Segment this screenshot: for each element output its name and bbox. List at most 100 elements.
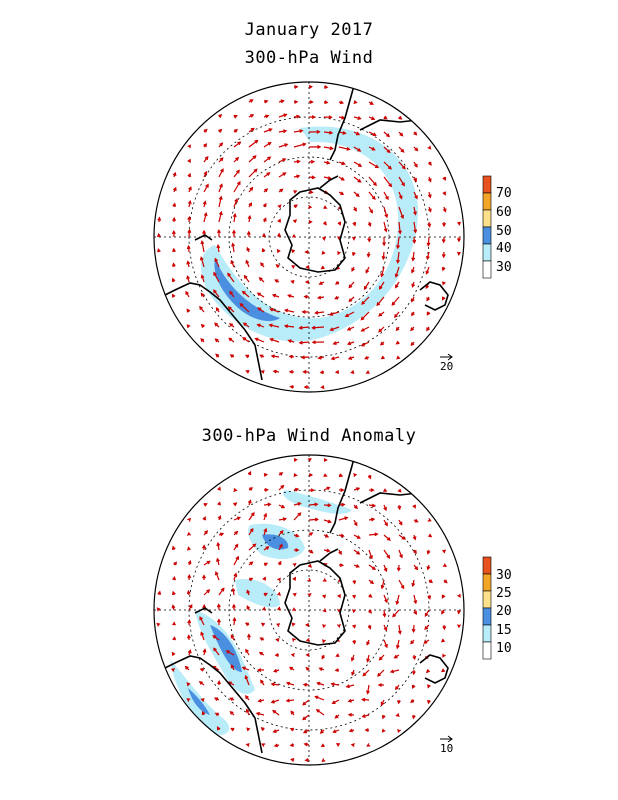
wind-arrow-head — [288, 369, 293, 374]
wind-arrow — [248, 140, 258, 148]
wind-arrow — [398, 221, 401, 234]
wind-arrow — [218, 211, 222, 223]
wind-arrow-head — [323, 473, 328, 477]
wind-arrow-head — [274, 653, 279, 658]
wind-arrow — [381, 579, 385, 589]
wind-arrow-head — [231, 229, 236, 234]
reference-vector: 10 — [440, 735, 453, 755]
wind-arrow-head — [367, 475, 372, 480]
wind-arrow-head — [380, 701, 385, 707]
wind-arrow-head — [374, 164, 380, 169]
wind-arrow — [398, 161, 406, 170]
wind-arrow-head — [352, 640, 357, 645]
wind-arrow-head — [352, 580, 357, 585]
wind-arrow-head — [245, 694, 249, 700]
wind-arrow-head — [442, 549, 446, 554]
wind-arrow-head — [353, 473, 358, 477]
wind-arrow-head — [282, 158, 287, 162]
wind-arrow-head — [255, 711, 260, 716]
wind-arrow-head — [250, 114, 255, 118]
wind-arrow-head — [322, 594, 326, 599]
wind-arrow-head — [305, 265, 310, 269]
wind-arrow-head — [321, 250, 326, 255]
wind-arrow-head — [442, 296, 446, 301]
wind-arrow-head — [277, 232, 282, 237]
wind-arrow-head — [262, 217, 267, 222]
wind-arrow-head — [360, 342, 365, 347]
wind-arrow-head — [425, 270, 430, 275]
wind-arrow-head — [225, 650, 230, 654]
wind-arrow-head — [351, 671, 355, 676]
wind-arrow-head — [186, 682, 191, 687]
wind-arrow-head — [320, 265, 325, 270]
wind-arrow-head — [357, 116, 362, 120]
wind-arrow-head — [265, 114, 270, 119]
wind-arrow-head — [366, 690, 370, 695]
wind-arrow-head — [172, 621, 176, 626]
wind-arrow-head — [187, 172, 192, 178]
wind-arrow — [398, 549, 403, 558]
wind-arrow — [203, 184, 209, 193]
wind-arrow-head — [199, 256, 204, 261]
wind-arrow-head — [242, 337, 247, 341]
wind-arrow-head — [245, 259, 250, 264]
wind-arrow-head — [346, 327, 351, 331]
wind-arrow-head — [172, 216, 177, 222]
wind-arrow-head — [412, 504, 416, 509]
wind-arrow-head — [356, 535, 361, 539]
wind-arrow-head — [320, 743, 325, 748]
wind-arrow — [218, 184, 223, 193]
wind-arrow-head — [305, 653, 310, 657]
wind-arrow-head — [337, 594, 341, 599]
wind-arrow-head — [360, 316, 365, 321]
wind-arrow — [278, 143, 288, 148]
wind-arrow — [270, 308, 280, 313]
wind-arrow-head — [203, 143, 208, 148]
wind-arrow-head — [285, 698, 290, 703]
wind-arrow-head — [346, 146, 351, 151]
wind-arrow-head — [338, 473, 344, 478]
wind-arrow-head — [377, 672, 381, 677]
wind-arrow — [248, 168, 258, 178]
wind-arrow-head — [284, 308, 289, 313]
wind-arrow-head — [216, 541, 221, 547]
wind-arrow-head — [426, 327, 430, 332]
wind-arrow-head — [171, 651, 176, 656]
wind-arrow — [390, 669, 400, 673]
wind-arrow-head — [171, 229, 176, 235]
wind-arrow-head — [230, 259, 235, 264]
wind-arrow — [338, 146, 350, 150]
wind-arrow-head — [345, 684, 350, 689]
wind-arrow-head — [410, 640, 415, 645]
wind-arrow-head — [314, 310, 319, 315]
wind-arrow-head — [216, 618, 221, 623]
wind-arrow-head — [443, 579, 448, 584]
wind-arrow-head — [234, 530, 239, 535]
wind-arrow-head — [441, 267, 446, 272]
wind-arrow-head — [157, 590, 162, 595]
wind-arrow-head — [366, 658, 370, 663]
wind-arrow-head — [427, 517, 432, 522]
wind-arrow-head — [171, 590, 176, 596]
wind-arrow-head — [314, 517, 320, 522]
wind-arrow-head — [257, 698, 262, 703]
wind-arrow-head — [350, 657, 355, 662]
wind-arrow-head — [324, 533, 330, 538]
wind-arrow-head — [267, 502, 272, 507]
wind-arrow-head — [218, 114, 223, 118]
wind-arrow-head — [366, 641, 370, 646]
wind-arrow-head — [329, 327, 334, 332]
wind-arrow-head — [414, 147, 419, 152]
wind-arrow-head — [214, 257, 219, 262]
wind-arrow-head — [302, 716, 307, 721]
wind-arrow-head — [401, 536, 406, 540]
wind-arrow-head — [315, 709, 320, 713]
wind-arrow — [361, 296, 370, 305]
coastlines — [154, 82, 449, 381]
wind-arrow-head — [259, 354, 264, 359]
wind-arrow-head — [367, 222, 372, 227]
wind-arrow-head — [413, 177, 417, 182]
wind-arrow-head — [242, 322, 247, 327]
anomaly-map-panel: 30 25 20 15 10 10 — [153, 454, 512, 766]
wind-arrow-head — [235, 555, 239, 560]
